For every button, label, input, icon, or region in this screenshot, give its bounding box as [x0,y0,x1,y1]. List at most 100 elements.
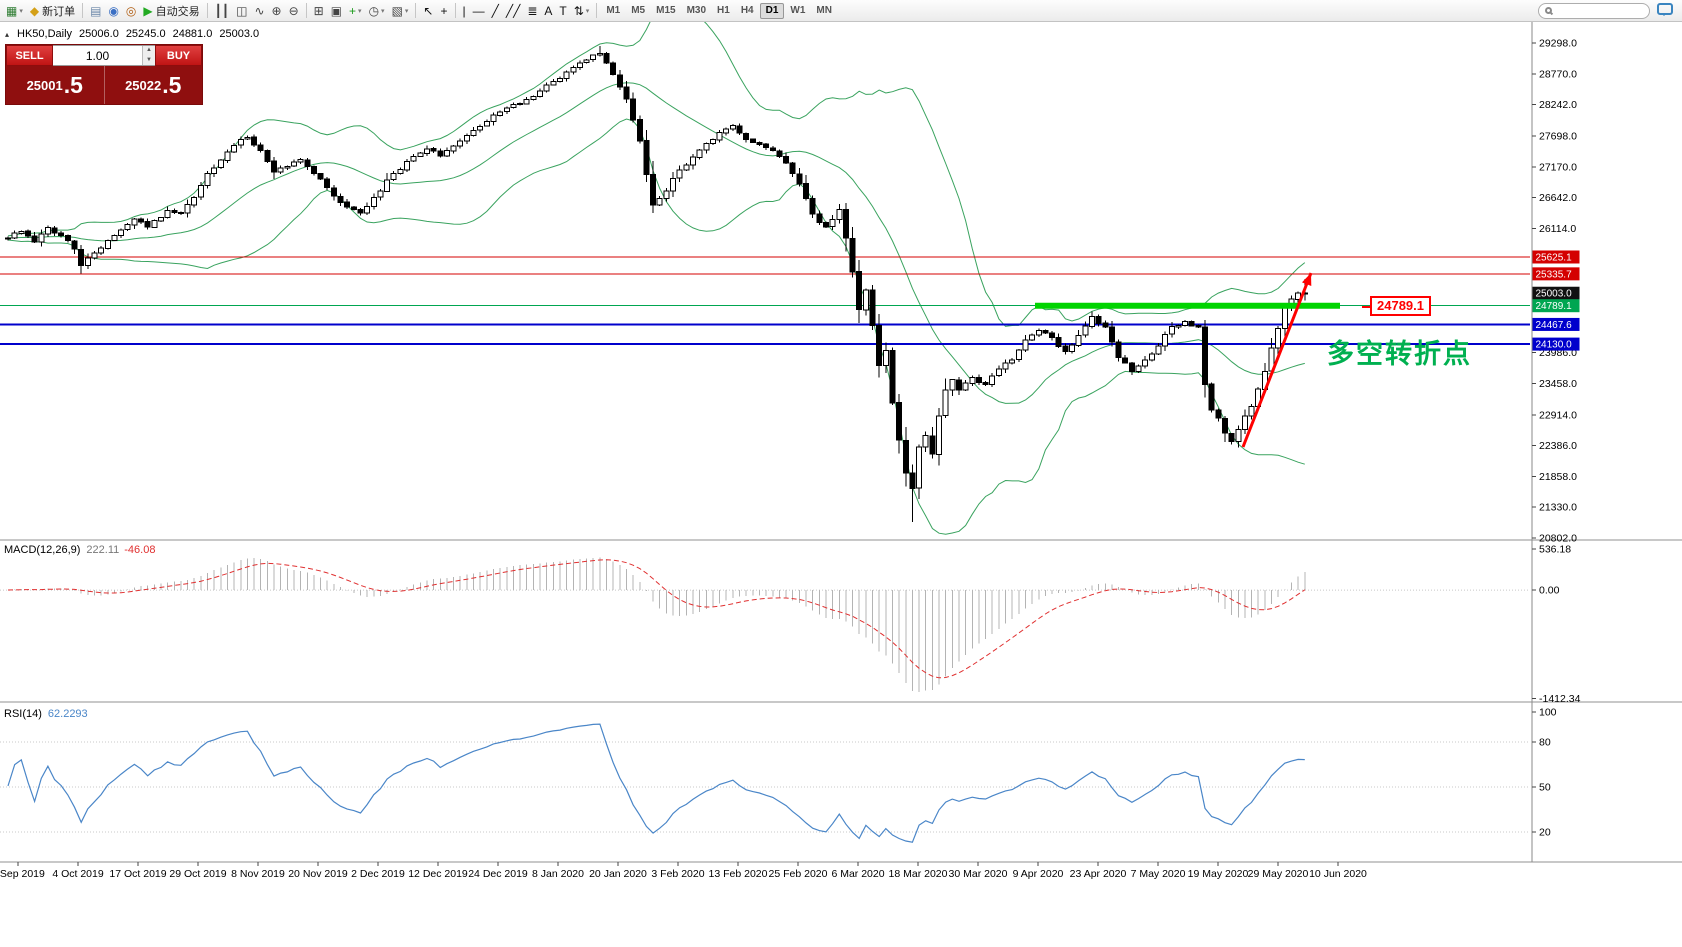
svg-text:24467.6: 24467.6 [1536,320,1573,331]
svg-text:24789.1: 24789.1 [1536,301,1573,312]
timeframe-h4[interactable]: H4 [740,5,754,16]
date-label: 29 Oct 2019 [169,868,226,880]
price-axis-label: 26114.0 [1539,223,1576,235]
price-axis-label: 29298.0 [1539,38,1577,50]
tile-windows-icon[interactable]: ⊞ [313,3,324,18]
autotrading-button[interactable]: ▶ 自动交易 [143,3,200,18]
macd-indicator [0,557,1530,693]
date-label: 7 May 2020 [1131,868,1186,880]
chart-open-value: 25006.0 [79,28,119,40]
timeframe-m5[interactable]: M5 [631,5,646,16]
search-icon [1545,7,1552,14]
volume-stepper[interactable]: 1.00 ▲ ▼ [53,45,155,66]
horizontal-line-icon[interactable]: — [472,3,485,18]
price-badge: 24789.1 [1532,299,1580,313]
fibonacci-icon[interactable]: ≣ [527,3,538,18]
timeframe-mn[interactable]: MN [816,5,832,16]
macd-axis-label: 536.18 [1539,544,1571,556]
volume-value[interactable]: 1.00 [85,48,110,63]
sell-button[interactable]: SELL [6,45,53,66]
rsi-indicator [0,723,1530,843]
support-price-label[interactable]: 24789.1 [1362,296,1431,316]
toolbar-separator [596,3,598,18]
date-label: 2 Dec 2019 [351,868,405,880]
turning-point-text[interactable]: 多空转折点 [1327,339,1472,369]
toolbar-separator [415,3,417,18]
label-icon[interactable]: T [559,3,567,18]
charts-grid-icon[interactable]: ▤ [90,3,102,18]
sell-price[interactable]: 25001.5 [6,66,104,104]
buy-price-main: 25022 [125,77,162,93]
macd-axis-label: 0.00 [1539,585,1560,597]
volume-decrease-button[interactable]: ▼ [143,55,155,65]
price-badge: 25335.7 [1532,267,1580,281]
search-input[interactable] [1556,5,1643,16]
price-axis-label: 20802.0 [1539,533,1577,545]
price-axis-label: 28770.0 [1539,68,1577,80]
vertical-line-icon[interactable]: | [462,3,466,18]
svg-text:24130.0: 24130.0 [1536,340,1573,351]
date-label: 19 May 2020 [1188,868,1249,880]
bar-chart-icon[interactable]: ┃┃ [214,3,230,18]
timeframe-m30[interactable]: M30 [686,5,707,16]
buy-price[interactable]: 25022.5 [105,66,203,104]
rsi-panel-label: RSI(14) 62.2293 [4,708,88,720]
cursor-icon[interactable]: ↖ [423,3,434,18]
trendline-icon[interactable]: ╱ [491,3,499,18]
arrows-icon[interactable]: ⇅ ▾ [573,3,590,18]
date-label: 8 Jan 2020 [532,868,584,880]
price-axis[interactable]: 29298.0 28770.0 28242.0 27698.0 27170.0 26642… [1532,38,1581,839]
price-badge: 25625.1 [1532,250,1580,264]
channel-icon[interactable]: ╱╱ [505,3,521,18]
timeframe-w1[interactable]: W1 [790,5,806,16]
chart-title: ▴ HK50,Daily 25006.0 25245.0 24881.0 250… [5,28,259,40]
price-axis-label: 28242.0 [1539,99,1577,111]
buy-price-big-digit: .5 [162,71,182,98]
date-label: 18 Mar 2020 [889,868,948,880]
price-axis-label: 21858.0 [1539,471,1577,483]
price-badge: 24467.6 [1532,317,1580,331]
date-label: 23 Apr 2020 [1070,868,1127,880]
svg-text:25003.0: 25003.0 [1536,289,1573,300]
candlestick-chart-icon[interactable]: ◫ [236,3,248,18]
buy-button[interactable]: BUY [155,45,202,66]
periods-icon[interactable]: ◷ ▾ [368,3,385,18]
new-chart-icon[interactable]: ▦ ▾ [6,3,23,18]
timeframe-h1[interactable]: H1 [717,5,730,16]
timeframe-d1[interactable]: D1 [759,2,785,19]
one-click-collapse-icon[interactable]: ▴ [5,29,10,39]
zoom-in-icon[interactable]: ⊕ [271,3,282,18]
new-order-button[interactable]: ◆ 新订单 [29,3,76,18]
indicators-icon[interactable]: + ▾ [349,3,362,18]
timeframe-m15[interactable]: M15 [656,5,676,16]
search-box[interactable] [1538,2,1650,19]
bollinger-upper-band [7,22,1306,327]
date-label: 3 Feb 2020 [651,868,704,880]
text-icon[interactable]: A [544,3,553,18]
zoom-out-icon[interactable]: ⊖ [288,3,299,18]
chart-symbol-period: HK50,Daily [17,28,73,40]
line-chart-icon[interactable]: ∿ [254,3,265,18]
bollinger-lower-band [7,118,1305,535]
timeframe-m1[interactable]: M1 [606,5,621,16]
community-icon[interactable]: ◎ [125,3,137,18]
toolbar: ▦ ▾ ◆ 新订单 ▤ ◉ ◎ ▶ 自动交易 ┃┃ ◫ ∿ ⊕ ⊖ ⊞ ▣ + ▾ ◷ ▾ ▧ ▾ ↖ + | — ╱ ╱╱ ≣ A T ⇅ ▾… [0,0,1682,22]
chat-icon[interactable] [1657,2,1673,16]
sell-price-big-digit: .5 [63,71,83,98]
chart-canvas[interactable]: 29298.0 28770.0 28242.0 27698.0 27170.0 26642… [0,22,1682,947]
date-label: 8 Nov 2019 [231,868,285,880]
chart-area[interactable]: 29298.0 28770.0 28242.0 27698.0 27170.0 26642… [0,22,1682,947]
crosshair-icon[interactable]: + [440,3,448,18]
price-axis-label: 27698.0 [1539,131,1577,143]
volume-increase-button[interactable]: ▲ [143,46,155,56]
date-label: 12 Dec 2019 [408,868,468,880]
trend-arrow-line[interactable] [1241,272,1313,448]
profile-icon[interactable]: ◉ [108,3,119,18]
trend-arrow-head[interactable] [1301,273,1312,286]
arrange-windows-icon[interactable]: ▣ [330,3,343,18]
rsi-axis-label: 100 [1539,707,1557,719]
price-axis-label: 27170.0 [1539,161,1577,173]
chart-close-value: 25003.0 [219,28,260,40]
templates-icon[interactable]: ▧ ▾ [391,3,409,18]
